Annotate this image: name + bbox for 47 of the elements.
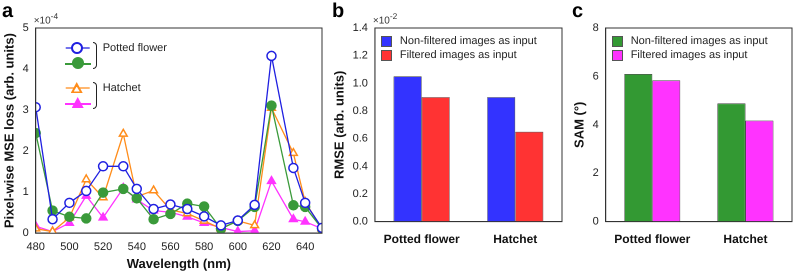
y-tick-label: 0.2 — [352, 188, 368, 200]
y-tick-label: 0.6 — [352, 132, 368, 145]
chart-title: a — [2, 0, 14, 23]
y-tick-label: 1.4 — [352, 22, 368, 34]
y-tick-label: 1.2 — [352, 50, 368, 62]
y-axis-title: Pixel-wise MSE loss (arb. units) — [1, 33, 16, 228]
x-tick-label: 520 — [94, 240, 112, 253]
x-tick-label: Potted flower — [384, 232, 460, 246]
y-tick-label: 4 — [22, 63, 29, 76]
y-tick-label: 0 — [22, 227, 29, 240]
x-tick-label: 620 — [262, 240, 281, 253]
x-tick-label: 540 — [128, 240, 146, 253]
x-tick-label: Potted flower — [614, 232, 691, 246]
text: ×10$^{-2}$ — [372, 11, 398, 26]
y-tick-label: 6 — [592, 70, 599, 82]
legend-label: Filtered images as input — [630, 49, 748, 61]
x-axis-title: Wavelength (nm) — [126, 256, 231, 271]
text: Hatchet — [102, 82, 141, 94]
chart-title: c — [572, 0, 584, 23]
y-axis-title: RMSE (arb. units) — [331, 70, 346, 179]
text: Potted flower — [102, 42, 168, 54]
legend-label: Non-filtered images as input — [400, 35, 537, 47]
x-tick-label: 580 — [194, 240, 214, 253]
y-tick-label: 0.0 — [352, 216, 368, 228]
legend-label: Non-filtered images as input — [630, 35, 768, 47]
x-tick-label: 640 — [296, 240, 314, 253]
x-tick-label: 600 — [228, 240, 247, 253]
y-tick-label: 5 — [22, 22, 29, 34]
x-tick-label: 560 — [161, 240, 180, 253]
y-tick-label: 1 — [22, 186, 29, 198]
x-tick-label: 480 — [26, 240, 45, 253]
y-tick-label: 2 — [22, 145, 29, 158]
y-tick-label: 3 — [22, 104, 29, 116]
y-tick-label: 0.4 — [352, 160, 368, 172]
chart-title: b — [332, 0, 344, 23]
x-tick-label: Hatchet — [493, 232, 538, 246]
text: ×10$^{-4}$ — [34, 11, 58, 26]
x-tick-label: 500 — [60, 240, 79, 253]
y-tick-label: 1.0 — [352, 77, 368, 90]
y-tick-label: 0.8 — [352, 105, 368, 118]
x-tick-label: Hatchet — [723, 232, 768, 246]
y-axis-title: SAM (°) — [571, 102, 586, 148]
y-tick-label: 4 — [592, 118, 599, 131]
y-tick-label: 8 — [592, 22, 599, 34]
legend-label: Filtered images as input — [400, 49, 517, 61]
y-tick-label: 2 — [592, 167, 599, 180]
y-tick-label: 0 — [592, 216, 599, 228]
